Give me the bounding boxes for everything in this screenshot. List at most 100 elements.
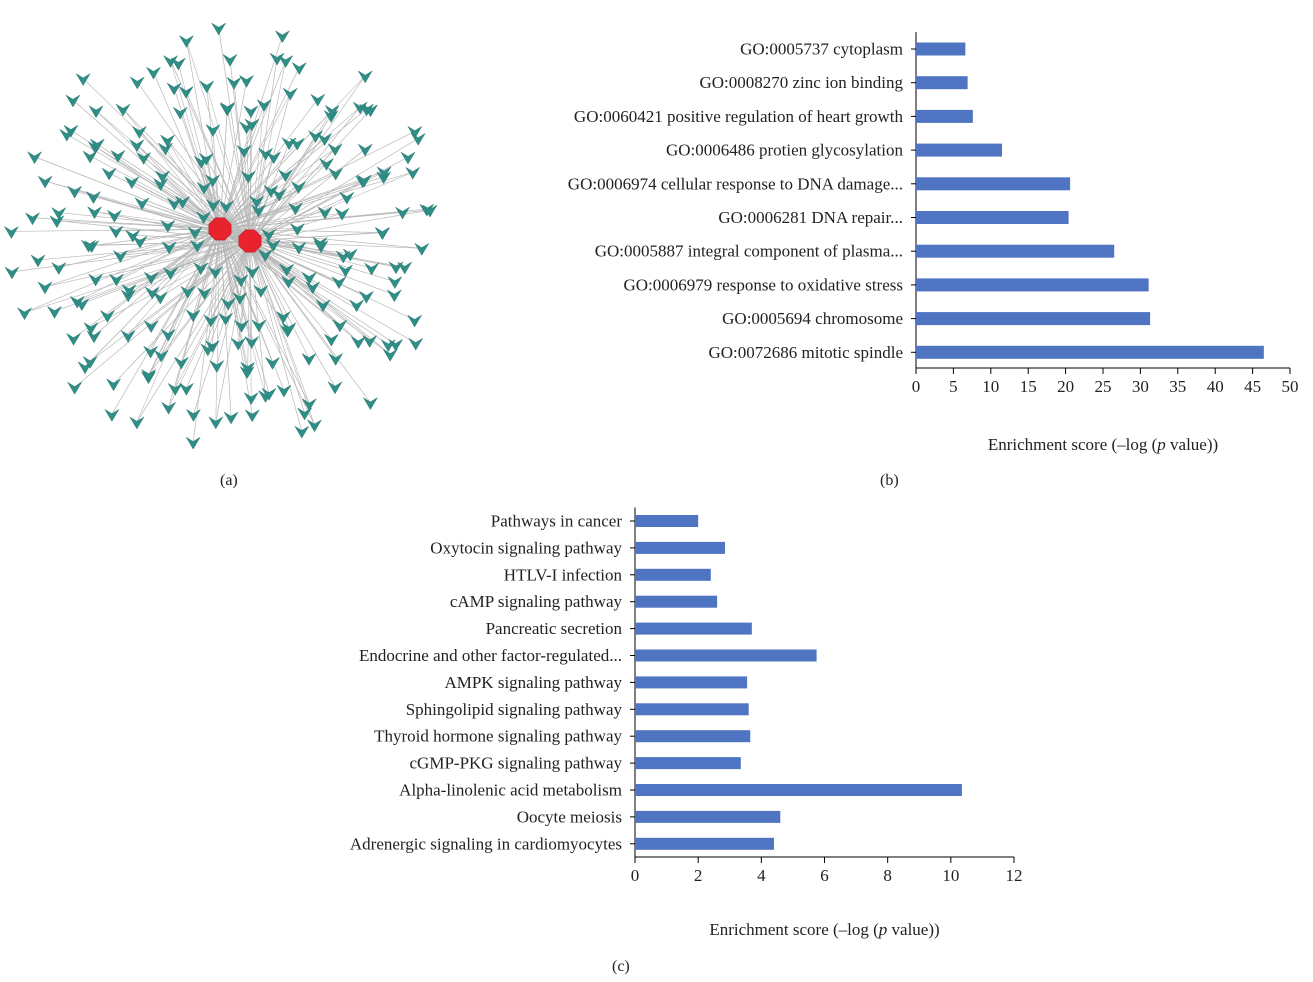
network-leaf-node	[288, 202, 303, 216]
network-leaf-node	[305, 281, 320, 295]
network-edge	[249, 240, 346, 271]
network-edge	[219, 67, 300, 230]
network-leaf-node	[265, 357, 280, 370]
network-edge	[219, 228, 270, 394]
network-leaf-node	[281, 322, 297, 336]
network-edge	[219, 75, 366, 230]
bar	[916, 345, 1264, 359]
network-leaf-node	[411, 133, 426, 146]
network-edge	[219, 228, 266, 396]
bar	[635, 676, 748, 689]
y-tick-label: Alpha-linolenic acid metabolism	[399, 781, 622, 800]
network-leaf-node	[200, 343, 215, 357]
network-leaf-node	[163, 55, 178, 68]
network-leaf-node	[241, 170, 256, 184]
x-tick-label: 20	[1057, 377, 1074, 396]
network-leaf-node	[263, 185, 279, 198]
network-leaf-node	[173, 107, 188, 120]
network-edge	[215, 240, 251, 422]
network-leaf-node	[141, 369, 156, 382]
y-tick-label: Thyroid hormone signaling pathway	[374, 727, 622, 746]
network-leaf-node	[125, 230, 140, 243]
network-edge	[249, 240, 336, 387]
network-edge	[122, 108, 251, 242]
network-edge	[219, 228, 242, 326]
bar	[635, 837, 774, 850]
network-leaf-node	[236, 145, 252, 158]
network-edge	[93, 196, 221, 230]
network-edge	[136, 81, 251, 242]
network-leaf-node	[83, 322, 99, 335]
network-edge	[219, 163, 327, 230]
network-leaf-node	[269, 52, 285, 66]
x-tick-label: 0	[912, 377, 921, 396]
network-leaf-node	[261, 388, 277, 401]
network-leaf-node	[186, 437, 201, 450]
network-leaf-node	[211, 22, 226, 36]
network-leaf-node	[124, 176, 140, 189]
network-leaf-node	[249, 195, 264, 209]
network-leaf-node	[145, 286, 160, 300]
network-edge	[122, 108, 221, 230]
network-leaf-node	[219, 200, 234, 214]
network-leaf-node	[422, 204, 438, 218]
network-leaf-node	[51, 262, 66, 275]
network-leaf-node	[90, 138, 105, 152]
y-tick-label: Oxytocin signaling pathway	[430, 538, 622, 557]
network-leaf-node	[233, 274, 249, 288]
network-leaf-node	[120, 330, 136, 343]
network-leaf-node	[65, 94, 81, 108]
network-leaf-node	[327, 143, 343, 157]
network-edge	[113, 240, 251, 384]
network-edge	[249, 240, 371, 403]
bar	[635, 703, 749, 716]
network-edge	[249, 240, 310, 359]
x-axis-title: Enrichment score (–log (p value))	[709, 920, 939, 939]
network-leaf-node	[193, 262, 208, 276]
network-leaf-node	[278, 169, 293, 182]
y-tick-label: GO:0072686 mitotic spindle	[708, 343, 903, 362]
network-leaf-node	[319, 158, 334, 171]
network-leaf-node	[67, 186, 82, 199]
network-edge	[207, 240, 251, 349]
network-leaf-node	[339, 192, 355, 205]
network-edge	[249, 110, 333, 242]
network-leaf-node	[130, 76, 145, 90]
network-leaf-node	[331, 276, 347, 290]
network-edge	[249, 148, 366, 242]
bar	[635, 541, 726, 554]
network-leaf-node	[220, 102, 235, 115]
bar	[916, 211, 1069, 224]
network-leaf-node	[51, 207, 66, 220]
x-tick-label: 12	[1006, 866, 1023, 885]
network-leaf-node	[155, 170, 170, 184]
network-leaf-node	[358, 143, 373, 157]
panel-label-b: (b)	[880, 472, 899, 489]
network-leaf-node	[205, 174, 220, 188]
network-leaf-node	[405, 167, 420, 180]
network-leaf-node	[37, 175, 53, 189]
network-leaf-node	[208, 266, 223, 279]
network-edge	[72, 99, 221, 230]
network-leaf-node	[291, 181, 306, 194]
network-edge	[218, 27, 251, 242]
network-leaf-node	[160, 134, 175, 148]
network-leaf-node	[357, 174, 372, 188]
network-hub-nodes	[208, 217, 262, 253]
network-leaf-node	[338, 264, 353, 278]
network-leaf-node	[206, 199, 221, 212]
x-tick-label: 35	[1169, 377, 1186, 396]
network-leaf-node	[251, 204, 266, 218]
x-tick-label: 5	[949, 377, 958, 396]
network-leaf-node	[136, 152, 151, 165]
bar	[916, 312, 1151, 326]
bar	[635, 649, 817, 662]
network-leaf-node	[107, 210, 122, 223]
network-hub-node	[208, 217, 232, 241]
network-leaf-node	[302, 272, 317, 285]
network-edge	[181, 240, 251, 363]
network-edge	[249, 231, 383, 242]
network-edge	[219, 108, 367, 230]
network-edge	[249, 240, 315, 425]
network-leaf-node	[244, 118, 260, 132]
